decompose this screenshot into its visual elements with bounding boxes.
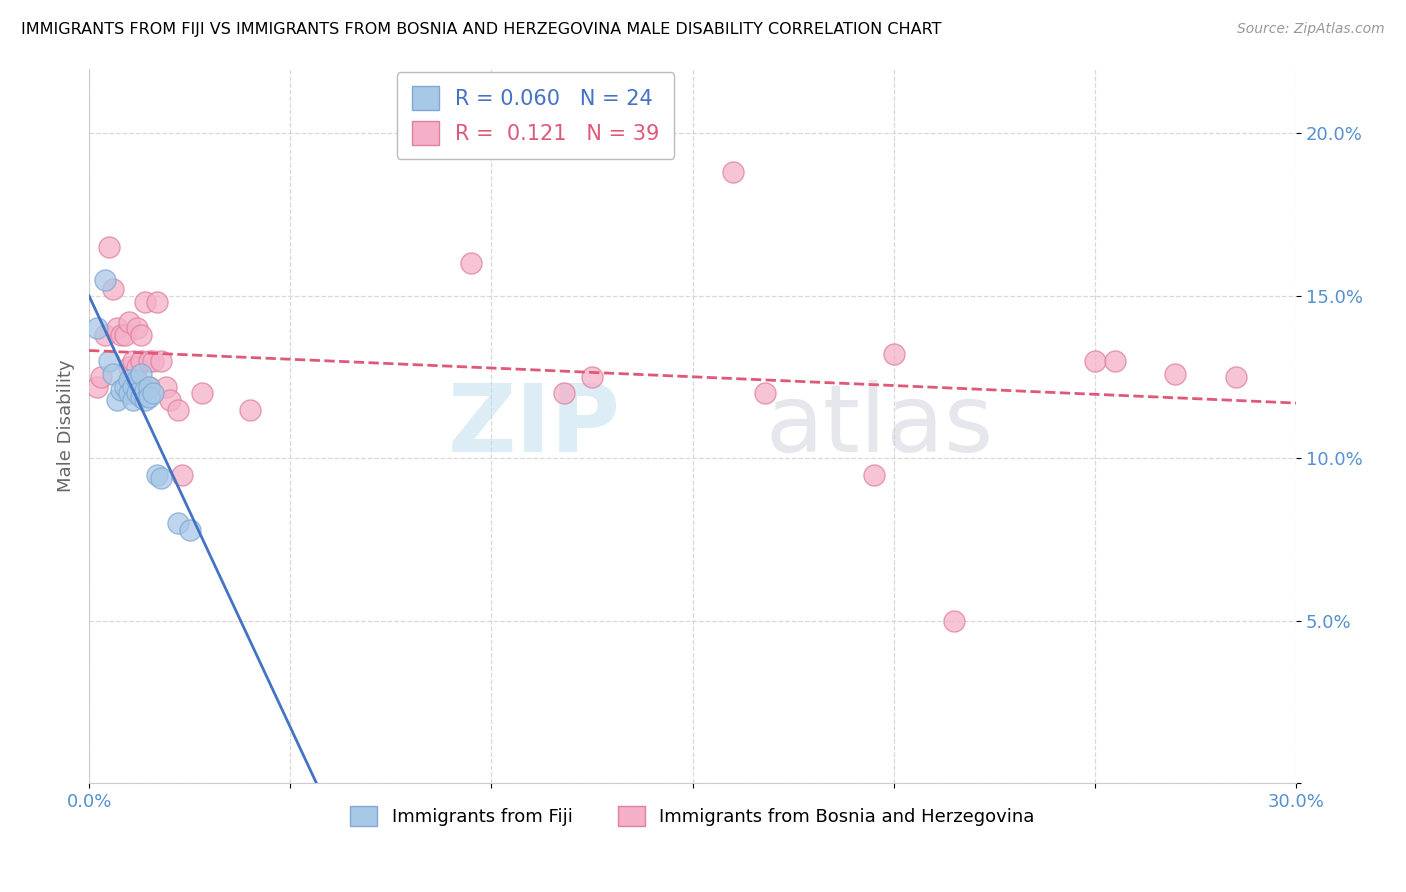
Text: atlas: atlas: [765, 380, 993, 472]
Point: [118, 360, 141, 375]
Point: [118, 315, 141, 329]
Point: [754, 386, 776, 401]
Point: [127, 373, 149, 387]
Y-axis label: Male Disability: Male Disability: [58, 359, 75, 492]
Point: [553, 386, 575, 401]
Point: [122, 354, 145, 368]
Point: [94, 327, 117, 342]
Point: [114, 380, 136, 394]
Point: [118, 373, 141, 387]
Point: [131, 367, 153, 381]
Point: [134, 392, 156, 407]
Point: [883, 347, 905, 361]
Point: [721, 165, 744, 179]
Point: [159, 392, 181, 407]
Text: IMMIGRANTS FROM FIJI VS IMMIGRANTS FROM BOSNIA AND HERZEGOVINA MALE DISABILITY C: IMMIGRANTS FROM FIJI VS IMMIGRANTS FROM …: [21, 22, 942, 37]
Point: [86, 321, 108, 335]
Point: [150, 354, 173, 368]
Point: [110, 327, 132, 342]
Point: [146, 295, 169, 310]
Point: [138, 380, 160, 394]
Point: [131, 327, 153, 342]
Point: [170, 467, 193, 482]
Point: [105, 392, 128, 407]
Point: [166, 402, 188, 417]
Point: [142, 354, 165, 368]
Point: [166, 516, 188, 531]
Point: [98, 354, 121, 368]
Point: [138, 390, 160, 404]
Point: [146, 467, 169, 482]
Point: [1225, 370, 1247, 384]
Point: [122, 380, 145, 394]
Point: [862, 467, 884, 482]
Point: [122, 392, 145, 407]
Point: [131, 354, 153, 368]
Point: [94, 272, 117, 286]
Point: [103, 367, 125, 381]
Point: [110, 383, 132, 397]
Point: [190, 386, 212, 401]
Point: [118, 386, 141, 401]
Text: Source: ZipAtlas.com: Source: ZipAtlas.com: [1237, 22, 1385, 37]
Point: [179, 523, 201, 537]
Point: [98, 240, 121, 254]
Point: [103, 282, 125, 296]
Point: [131, 390, 153, 404]
Point: [138, 354, 160, 368]
Point: [239, 402, 262, 417]
Point: [1164, 367, 1187, 381]
Point: [460, 256, 482, 270]
Point: [155, 380, 177, 394]
Point: [1104, 354, 1126, 368]
Point: [581, 370, 603, 384]
Point: [150, 471, 173, 485]
Point: [142, 386, 165, 401]
Point: [114, 327, 136, 342]
Point: [134, 295, 156, 310]
Text: ZIP: ZIP: [447, 380, 620, 472]
Point: [943, 614, 966, 628]
Point: [138, 380, 160, 394]
Point: [90, 370, 112, 384]
Point: [127, 360, 149, 375]
Point: [1084, 354, 1107, 368]
Point: [127, 321, 149, 335]
Legend: Immigrants from Fiji, Immigrants from Bosnia and Herzegovina: Immigrants from Fiji, Immigrants from Bo…: [342, 797, 1043, 835]
Point: [127, 386, 149, 401]
Point: [105, 321, 128, 335]
Point: [86, 380, 108, 394]
Point: [134, 383, 156, 397]
